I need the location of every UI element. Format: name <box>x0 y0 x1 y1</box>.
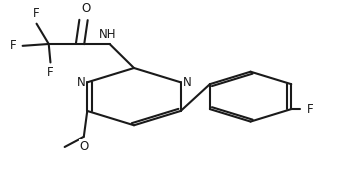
Text: F: F <box>47 66 54 79</box>
Text: F: F <box>10 39 16 52</box>
Text: O: O <box>82 2 91 15</box>
Text: N: N <box>77 76 85 89</box>
Text: O: O <box>79 140 88 153</box>
Text: F: F <box>307 103 314 116</box>
Text: N: N <box>183 76 191 89</box>
Text: F: F <box>33 7 40 20</box>
Text: NH: NH <box>99 28 117 41</box>
